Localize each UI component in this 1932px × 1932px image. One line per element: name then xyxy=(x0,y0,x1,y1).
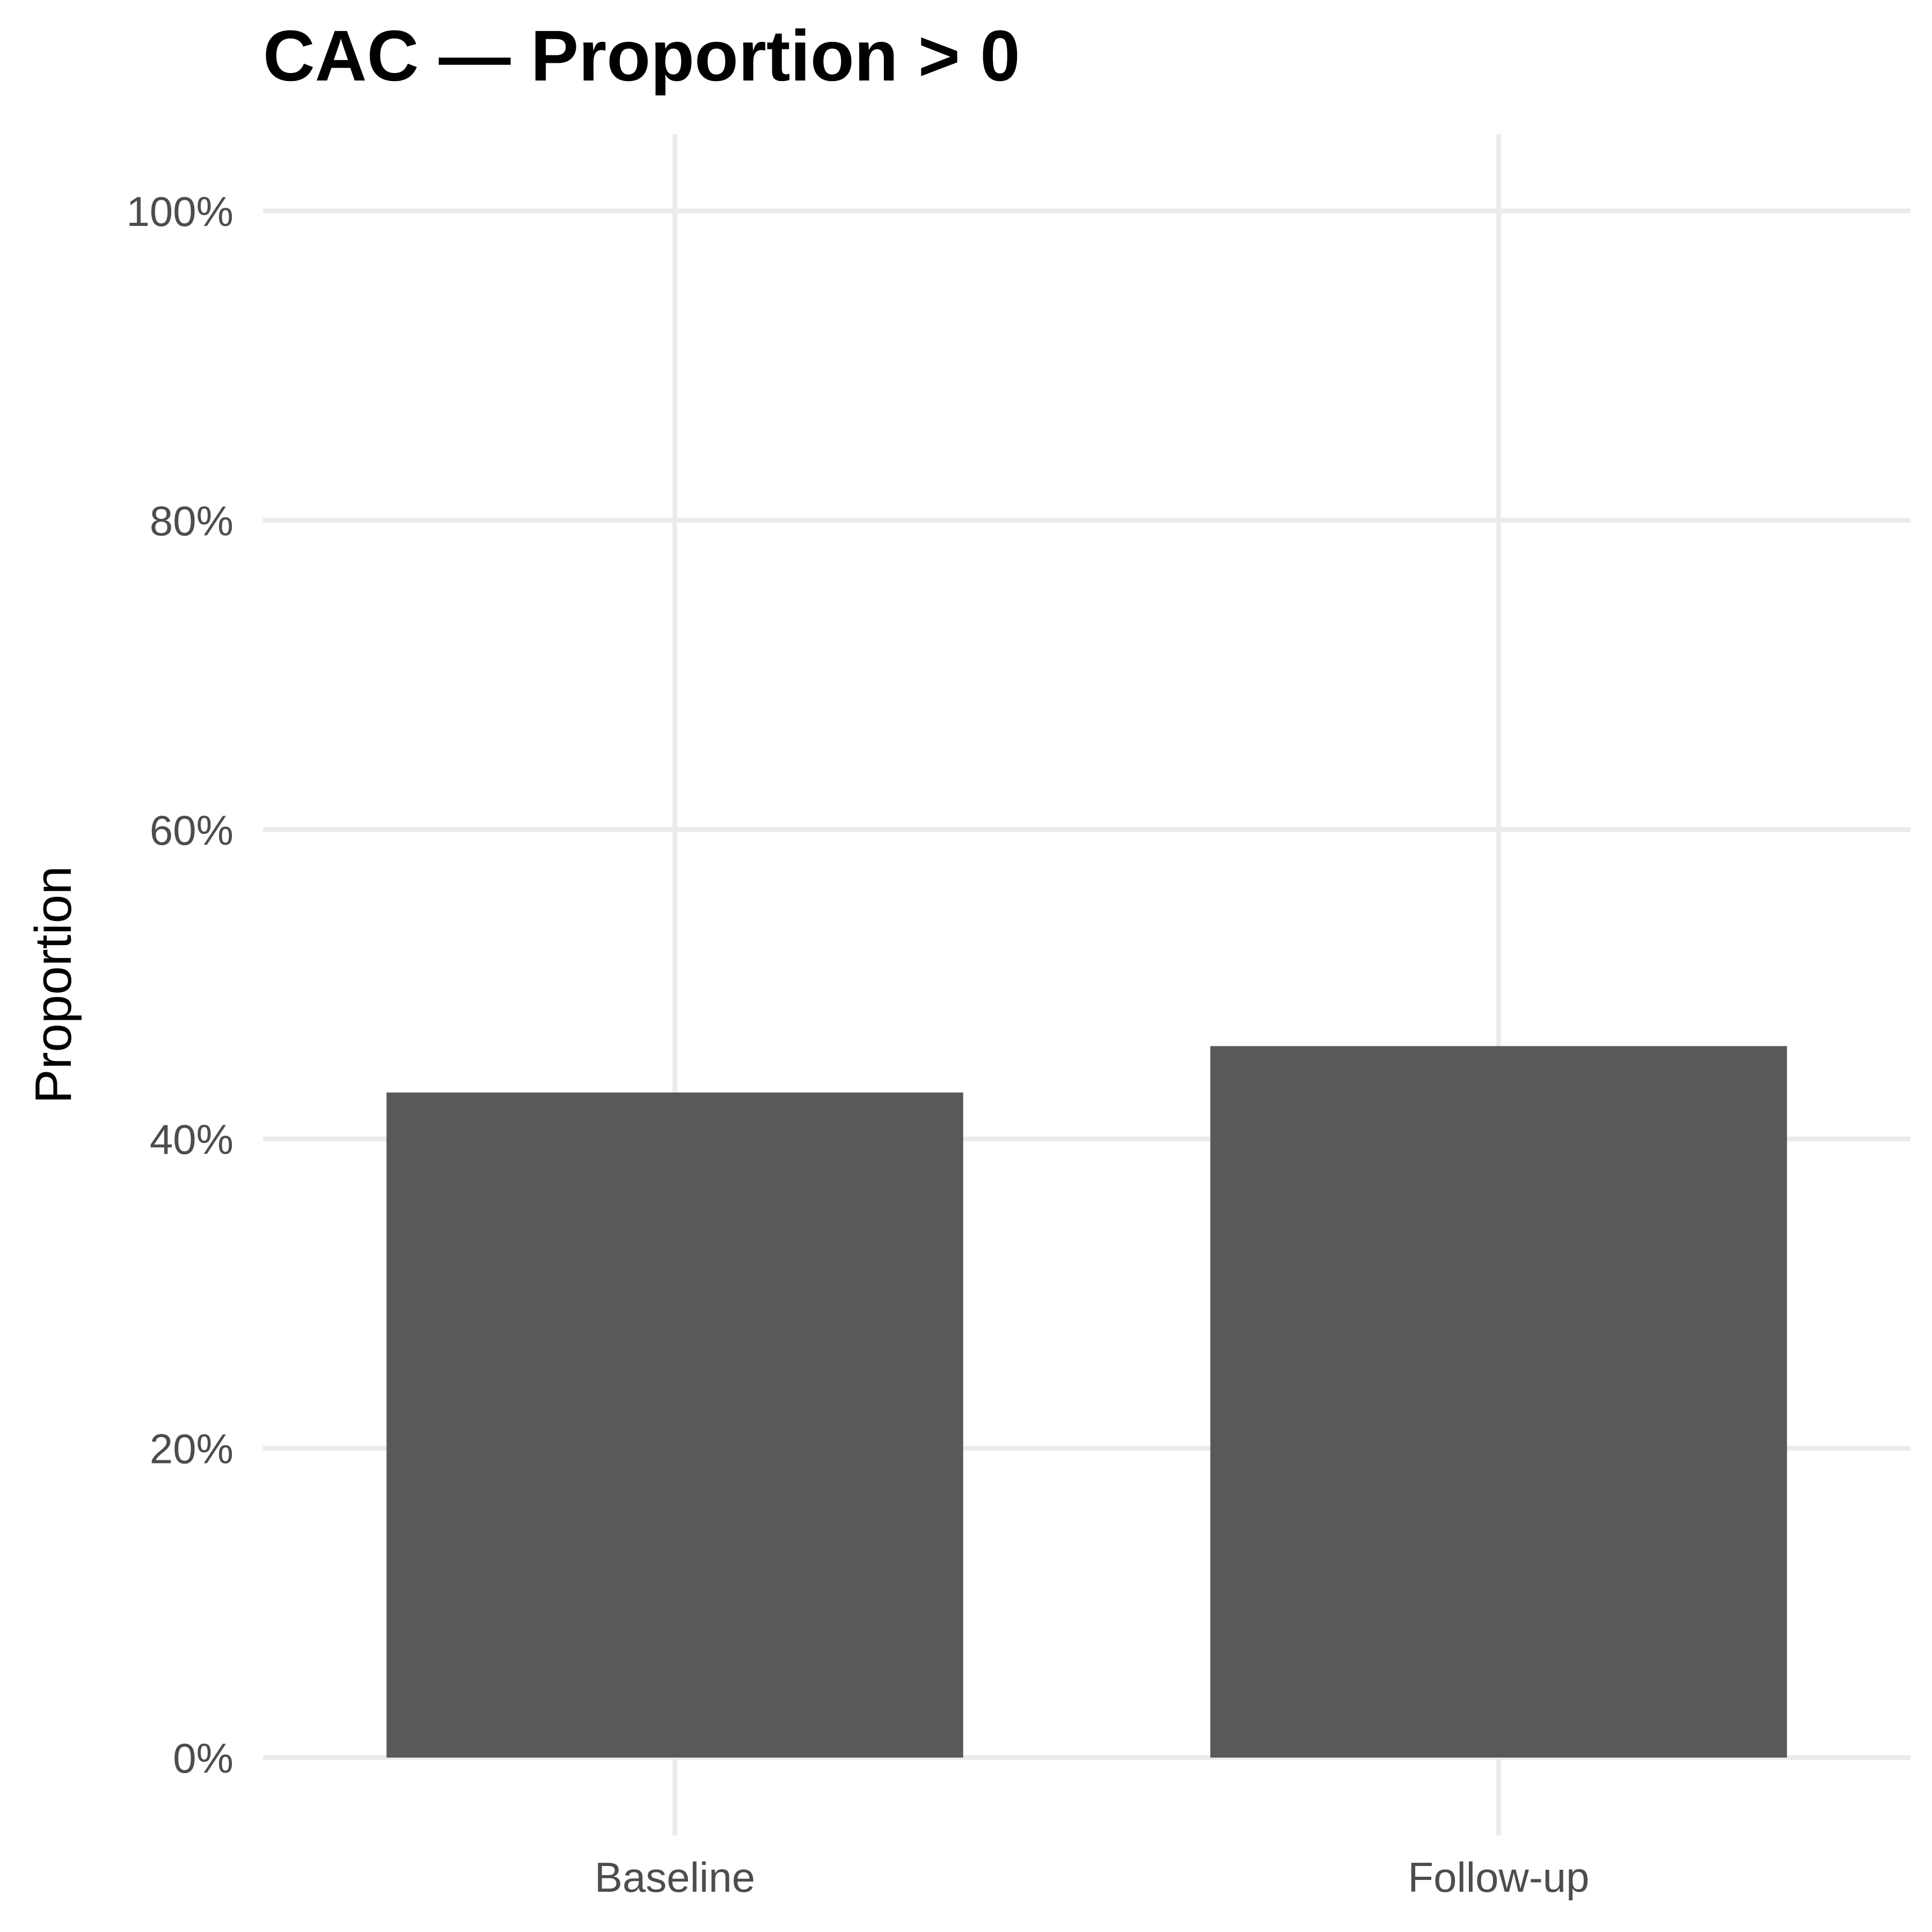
bar-follow-up xyxy=(1210,1046,1787,1758)
y-tick-label: 80% xyxy=(150,497,233,544)
x-tick-label: Baseline xyxy=(595,1854,755,1901)
x-axis-tick-labels: Baseline Follow-up xyxy=(595,1854,1590,1901)
y-tick-label: 40% xyxy=(150,1116,233,1163)
x-tick-label: Follow-up xyxy=(1408,1854,1589,1901)
chart-title: CAC — Proportion > 0 xyxy=(263,16,1020,96)
bar-baseline xyxy=(386,1092,963,1758)
y-tick-label: 100% xyxy=(127,188,234,235)
y-tick-label: 60% xyxy=(150,807,233,854)
y-tick-label: 0% xyxy=(173,1735,233,1782)
y-axis-title: Proportion xyxy=(25,866,82,1104)
bars xyxy=(386,1046,1787,1758)
y-axis-tick-labels: 0% 20% 40% 60% 80% 100% xyxy=(127,188,234,1782)
y-tick-label: 20% xyxy=(150,1425,233,1473)
